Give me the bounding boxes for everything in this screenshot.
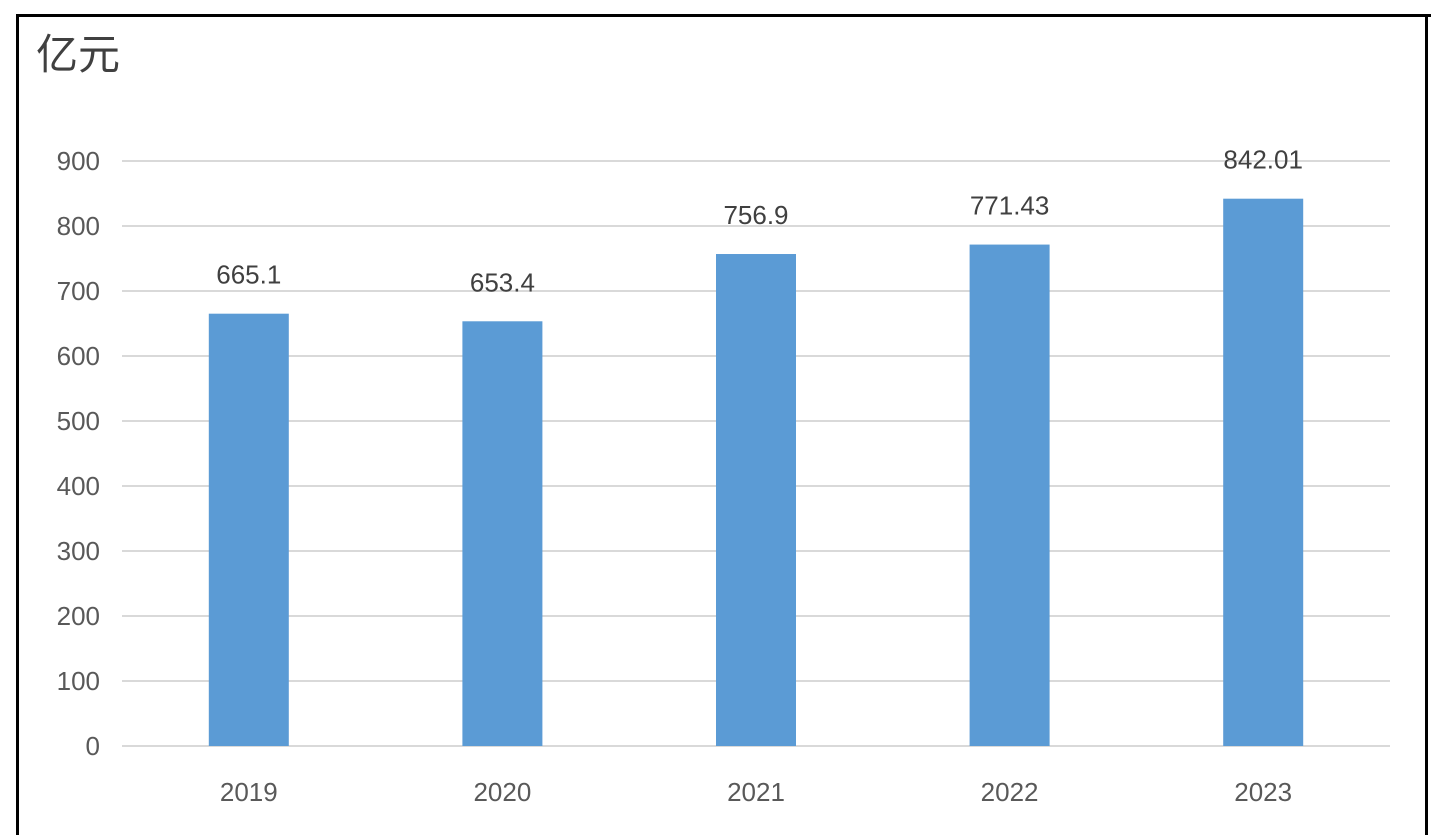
- frame-left-border: [16, 14, 19, 835]
- bar-2021: [716, 254, 796, 746]
- y-tick-label: 800: [57, 211, 100, 241]
- y-axis-unit-label: 亿元: [36, 30, 121, 79]
- y-tick-label: 300: [57, 536, 100, 566]
- data-label-2023: 842.01: [1223, 145, 1303, 175]
- frame-top-border: [16, 14, 1431, 17]
- x-tick-label-2022: 2022: [981, 777, 1039, 807]
- data-labels: 665.1 653.4 756.9 771.43 842.01: [216, 145, 1303, 298]
- data-label-2021: 756.9: [723, 200, 788, 230]
- y-tick-label: 400: [57, 471, 100, 501]
- bar-2022: [969, 244, 1050, 746]
- bar-2023: [1223, 198, 1304, 747]
- y-tick-label: 900: [57, 146, 100, 176]
- y-tick-label: 600: [57, 341, 100, 371]
- data-label-2019: 665.1: [216, 260, 281, 290]
- x-tick-label-2021: 2021: [727, 777, 785, 807]
- data-label-2022: 771.43: [970, 191, 1050, 221]
- x-axis-ticks: 2019 2020 2021 2022 2023: [220, 777, 1292, 807]
- x-tick-label-2019: 2019: [220, 777, 278, 807]
- y-tick-label: 500: [57, 406, 100, 436]
- bars: [208, 198, 1304, 747]
- x-tick-label-2020: 2020: [473, 777, 531, 807]
- y-tick-label: 200: [57, 601, 100, 631]
- data-label-2020: 653.4: [470, 267, 535, 297]
- frame-right-border: [1425, 14, 1428, 835]
- bar-2019: [208, 313, 289, 746]
- x-tick-label-2023: 2023: [1234, 777, 1292, 807]
- y-tick-label: 700: [57, 276, 100, 306]
- bar-2020: [462, 321, 543, 746]
- y-tick-label: 100: [57, 666, 100, 696]
- y-tick-label: 0: [86, 731, 100, 761]
- y-axis-ticks: 0 100 200 300 400 500 600 700 800 900: [57, 146, 100, 761]
